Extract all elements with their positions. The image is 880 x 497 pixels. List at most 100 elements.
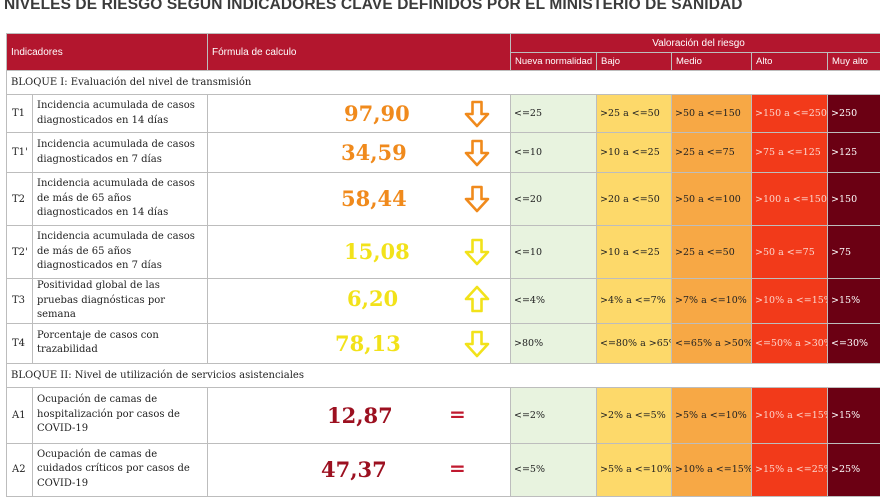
trend-down-arrow-icon (464, 185, 490, 213)
indicator-value: 6,20 (347, 286, 398, 311)
range-medio: >25 a <=75 (672, 133, 752, 173)
block-label: BLOQUE II: Nivel de utilización de servi… (7, 363, 880, 387)
indicator-formula-cell: 58,44 (208, 173, 511, 226)
indicator-description: Ocupación de camas de cuidados críticos … (33, 443, 208, 496)
range-muy-alto: >75 (828, 226, 880, 279)
range-muy-alto: >250 (828, 95, 880, 133)
range-medio: <=65% a >50% (672, 323, 752, 363)
range-muy-alto: >125 (828, 133, 880, 173)
header-level-muy-alto: Muy alto (828, 53, 880, 71)
range-muy-alto: <=30% (828, 323, 880, 363)
indicator-formula-cell: 97,90 (208, 95, 511, 133)
indicator-description: Incidencia acumulada de casos de más de … (33, 226, 208, 279)
trend-down-arrow-icon (464, 238, 490, 266)
block-header-row: BLOQUE I: Evaluación del nivel de transm… (7, 71, 880, 95)
indicator-value: 58,44 (341, 186, 407, 211)
indicator-code: T4 (7, 323, 33, 363)
indicator-value: 47,37 (321, 457, 387, 482)
indicator-value: 12,87 (327, 403, 393, 428)
indicator-formula-cell: 12,87 = (208, 387, 511, 443)
range-muy-alto: >25% (828, 443, 880, 496)
header-valoracion: Valoración del riesgo (511, 34, 880, 53)
range-bajo: <=80% a >65% (597, 323, 672, 363)
range-bajo: >25 a <=50 (597, 95, 672, 133)
range-medio: >25 a <=50 (672, 226, 752, 279)
range-alto: >150 a <=250 (752, 95, 828, 133)
indicator-formula-cell: 34,59 (208, 133, 511, 173)
range-muy-alto: >15% (828, 387, 880, 443)
range-alto: >100 a <=150 (752, 173, 828, 226)
header-level-bajo: Bajo (597, 53, 672, 71)
range-medio: >5% a <=10% (672, 387, 752, 443)
range-bajo: >5% a <=10% (597, 443, 672, 496)
indicator-value: 34,59 (341, 140, 407, 165)
header-level-alto: Alto (752, 53, 828, 71)
range-muy-alto: >15% (828, 279, 880, 324)
indicator-value: 97,90 (344, 101, 410, 126)
range-alto: <=50% a >30% (752, 323, 828, 363)
block-header-row: BLOQUE II: Nivel de utilización de servi… (7, 363, 880, 387)
range-bajo: >10 a <=25 (597, 226, 672, 279)
indicator-code: T1' (7, 133, 33, 173)
indicator-value: 78,13 (335, 331, 401, 356)
trend-equal-icon: = (449, 456, 466, 480)
range-medio: >50 a <=150 (672, 95, 752, 133)
range-muy-alto: >150 (828, 173, 880, 226)
range-bajo: >10 a <=25 (597, 133, 672, 173)
indicator-description: Positividad global de las pruebas diagnó… (33, 279, 208, 324)
indicator-description: Incidencia acumulada de casos diagnostic… (33, 95, 208, 133)
range-medio: >50 a <=100 (672, 173, 752, 226)
range-nueva-normalidad: >80% (511, 323, 597, 363)
indicator-value: 15,08 (344, 239, 410, 264)
trend-equal-icon: = (449, 402, 466, 426)
indicator-row: T2'Incidencia acumulada de casos de más … (7, 226, 880, 279)
trend-down-arrow-icon (464, 139, 490, 167)
trend-up-arrow-icon (464, 285, 490, 313)
header-level-medio: Medio (672, 53, 752, 71)
range-bajo: >2% a <=5% (597, 387, 672, 443)
range-alto: >10% a <=15% (752, 279, 828, 324)
indicator-formula-cell: 6,20 (208, 279, 511, 324)
range-nueva-normalidad: <=5% (511, 443, 597, 496)
range-bajo: >4% a <=7% (597, 279, 672, 324)
range-nueva-normalidad: <=20 (511, 173, 597, 226)
risk-indicators-table: Indicadores Fórmula de calculo Valoració… (6, 33, 880, 497)
header-level-nueva-normalidad: Nueva normalidad (511, 53, 597, 71)
range-bajo: >20 a <=50 (597, 173, 672, 226)
indicator-code: T3 (7, 279, 33, 324)
indicator-code: T2' (7, 226, 33, 279)
header-indicadores: Indicadores (7, 34, 208, 71)
block-label: BLOQUE I: Evaluación del nivel de transm… (7, 71, 880, 95)
range-nueva-normalidad: <=2% (511, 387, 597, 443)
range-medio: >7% a <=10% (672, 279, 752, 324)
trend-down-arrow-icon (464, 330, 490, 358)
range-alto: >10% a <=15% (752, 387, 828, 443)
indicator-description: Incidencia acumulada de casos diagnostic… (33, 133, 208, 173)
indicator-description: Porcentaje de casos con trazabilidad (33, 323, 208, 363)
range-nueva-normalidad: <=10 (511, 226, 597, 279)
indicator-formula-cell: 78,13 (208, 323, 511, 363)
indicator-code: A2 (7, 443, 33, 496)
range-alto: >75 a <=125 (752, 133, 828, 173)
range-nueva-normalidad: <=4% (511, 279, 597, 324)
indicator-description: Incidencia acumulada de casos de más de … (33, 173, 208, 226)
indicator-row: T1'Incidencia acumulada de casos diagnos… (7, 133, 880, 173)
range-medio: >10% a <=15% (672, 443, 752, 496)
indicator-formula-cell: 47,37 = (208, 443, 511, 496)
range-alto: >15% a <=25% (752, 443, 828, 496)
indicator-description: Ocupación de camas de hospitalización po… (33, 387, 208, 443)
header-formula: Fórmula de calculo (208, 34, 511, 71)
indicator-formula-cell: 15,08 (208, 226, 511, 279)
indicator-code: T1 (7, 95, 33, 133)
range-alto: >50 a <=75 (752, 226, 828, 279)
trend-down-arrow-icon (464, 100, 490, 128)
indicator-code: T2 (7, 173, 33, 226)
page-title: NIVELES DE RIESGO SEGÚN INDICADORES CLAV… (4, 0, 880, 16)
range-nueva-normalidad: <=10 (511, 133, 597, 173)
